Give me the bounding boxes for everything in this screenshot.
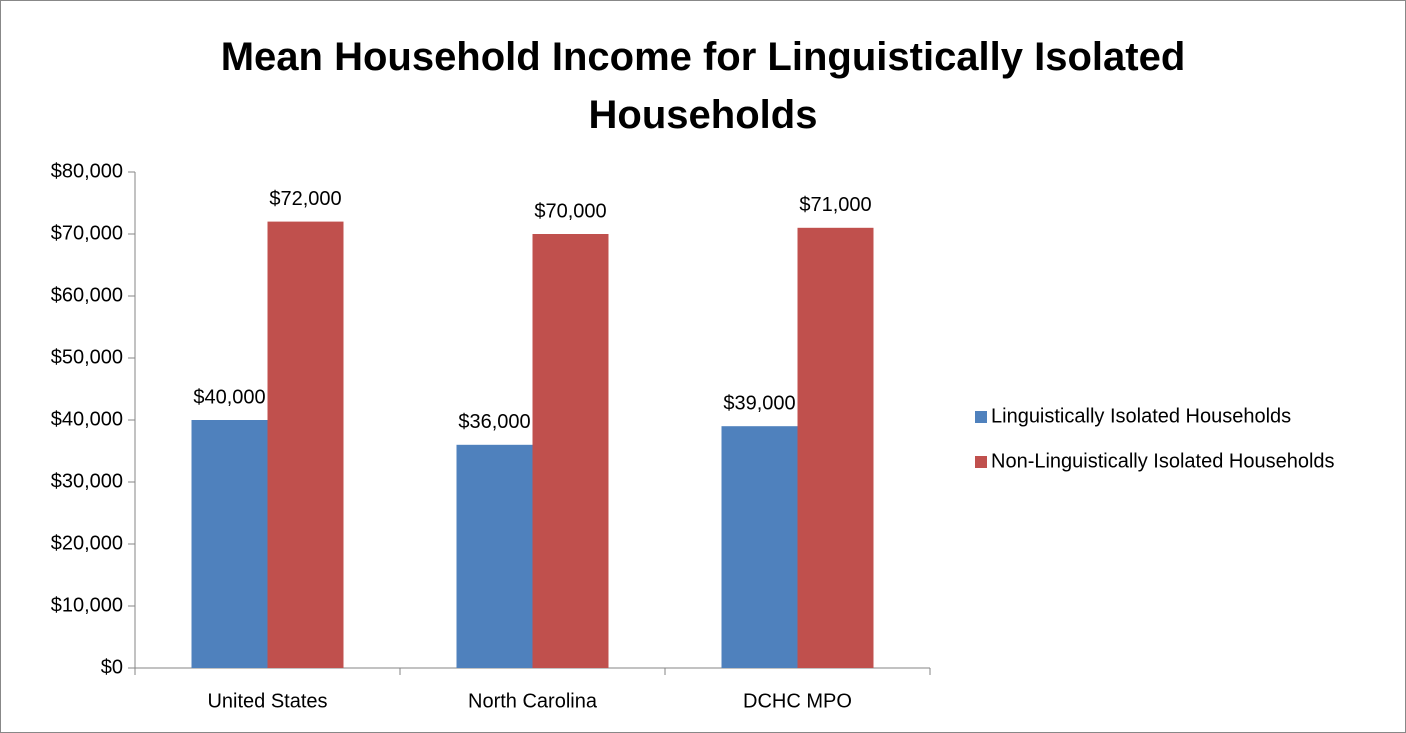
y-tick-label: $10,000 xyxy=(51,594,123,616)
data-label: $72,000 xyxy=(269,188,341,210)
bar xyxy=(267,221,344,668)
legend-swatch xyxy=(975,411,987,423)
legend-label: Non-Linguistically Isolated Households xyxy=(991,450,1335,472)
legend-swatch xyxy=(975,456,987,468)
y-tick-label: $40,000 xyxy=(51,408,123,430)
y-tick-label: $0 xyxy=(101,656,123,678)
bar xyxy=(721,426,798,668)
x-tick-label: DCHC MPO xyxy=(743,690,852,712)
y-tick-label: $70,000 xyxy=(51,222,123,244)
chart-title: Mean Household Income for Linguistically… xyxy=(220,35,1186,137)
x-tick-label: North Carolina xyxy=(468,690,598,712)
data-label: $71,000 xyxy=(799,194,871,216)
data-label: $70,000 xyxy=(534,200,606,222)
bar xyxy=(532,234,609,668)
bar xyxy=(191,420,268,668)
legend-label: Linguistically Isolated Households xyxy=(991,405,1291,427)
data-label: $39,000 xyxy=(723,392,795,414)
x-tick-label: United States xyxy=(207,690,327,712)
data-label: $36,000 xyxy=(458,411,530,433)
bar xyxy=(456,444,533,668)
y-tick-label: $50,000 xyxy=(51,346,123,368)
y-tick-label: $20,000 xyxy=(51,532,123,554)
y-tick-label: $80,000 xyxy=(51,160,123,182)
data-label: $40,000 xyxy=(193,386,265,408)
y-tick-label: $60,000 xyxy=(51,284,123,306)
bar xyxy=(797,227,874,669)
y-tick-label: $30,000 xyxy=(51,470,123,492)
